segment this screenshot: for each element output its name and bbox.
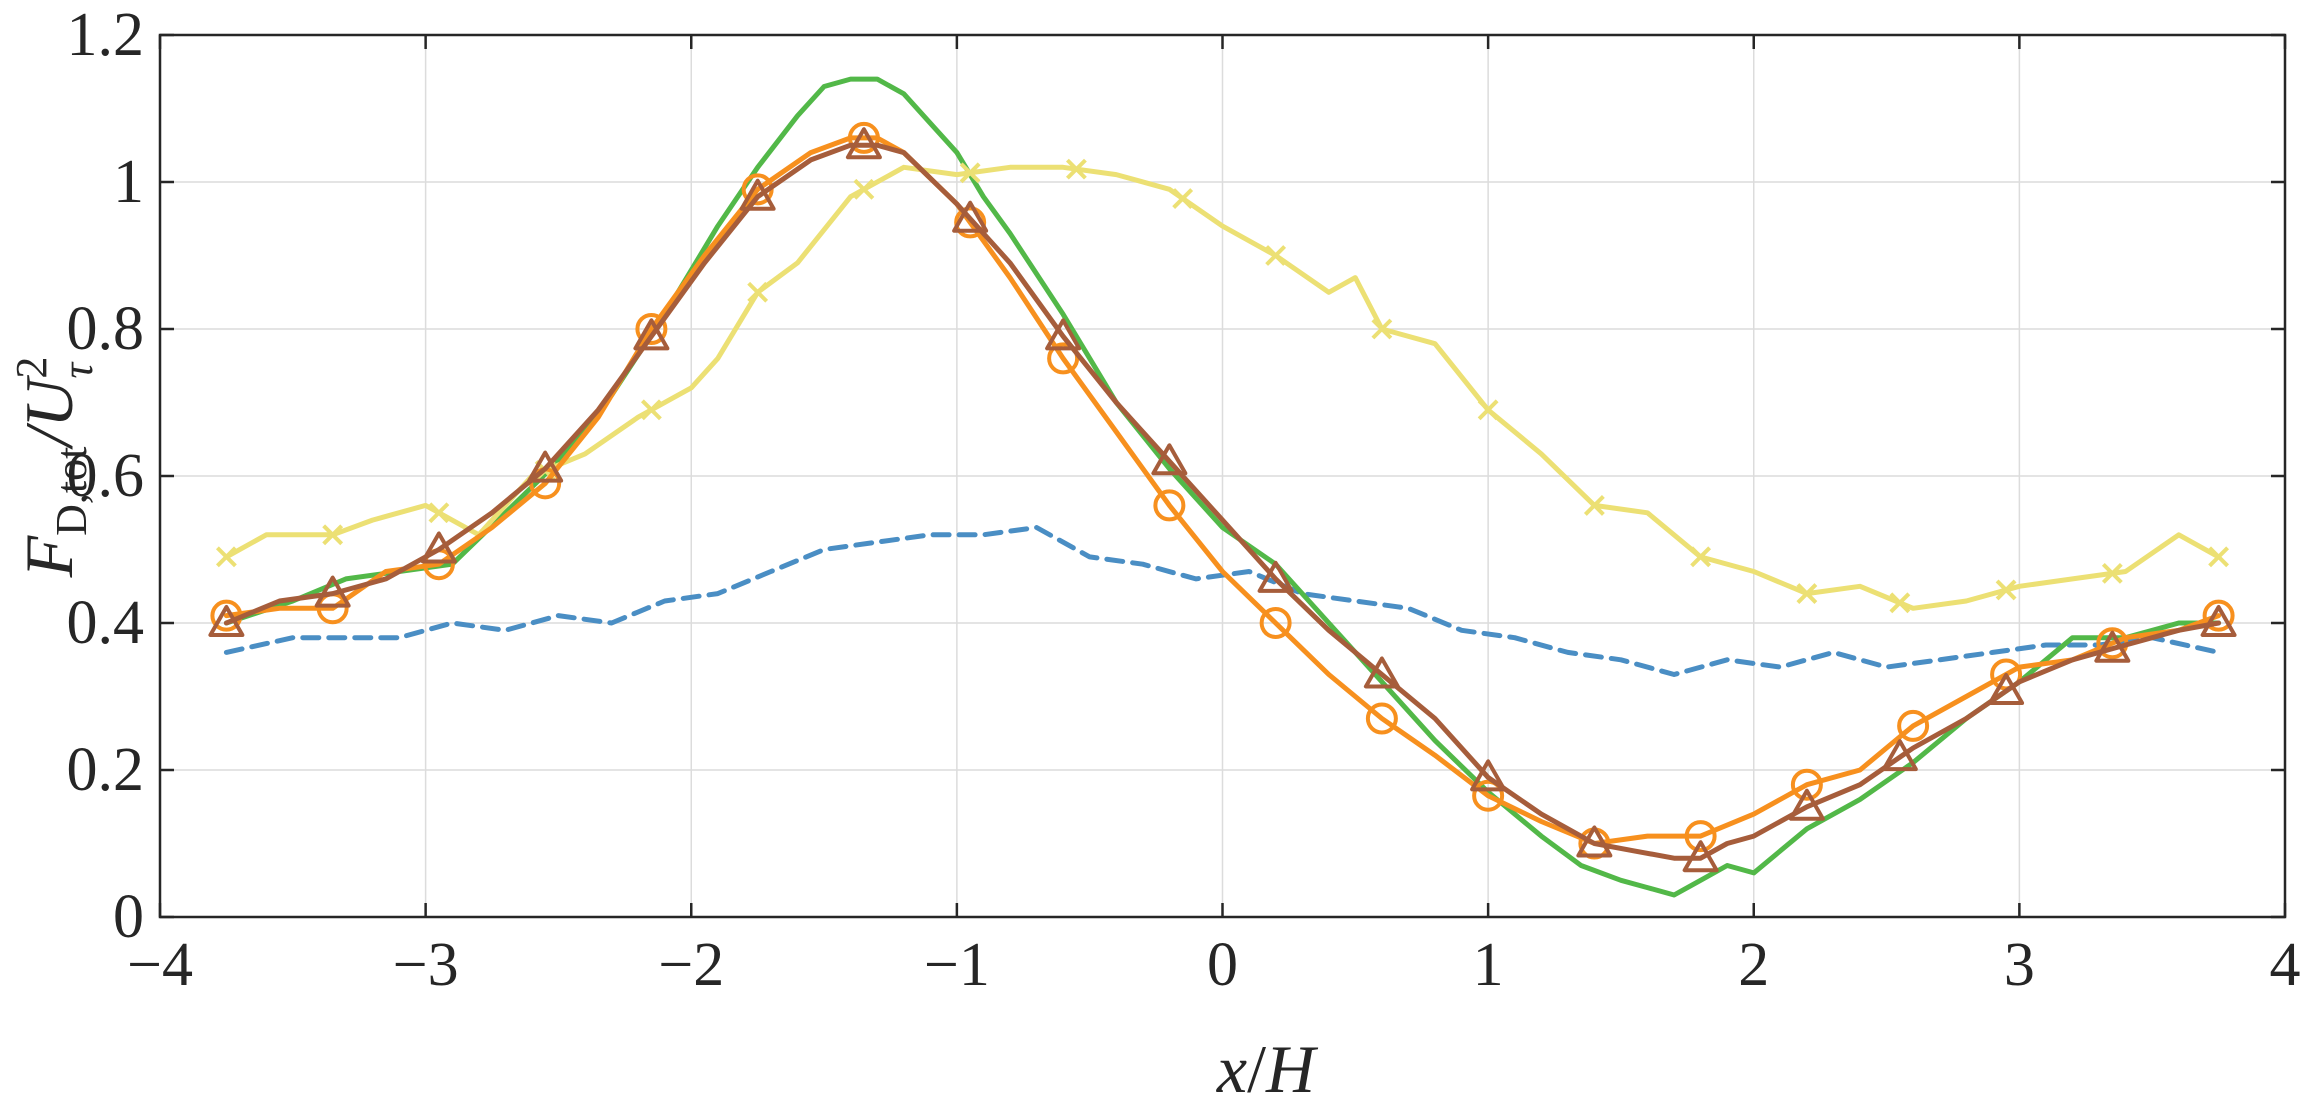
data-point-triangle [1576, 825, 1613, 858]
y-tick-label: 1 [113, 148, 144, 216]
data-point-circle [2202, 599, 2235, 632]
y-tick-label: 0.2 [67, 736, 145, 804]
x-axis-label: x/H [1216, 1031, 1319, 1103]
data-point-x [1583, 494, 1605, 516]
y-axis-label-f: F [11, 534, 87, 578]
data-point-x [853, 178, 875, 200]
x-axis-ticks: −4 −3 −2 −1 0 1 2 3 4 [127, 35, 2301, 999]
data-point-circle [1259, 607, 1292, 639]
data-point-triangle [1988, 672, 2025, 705]
data-point-x [1477, 399, 1499, 421]
data-point-circle [1897, 709, 1930, 742]
y-tick-label: 0.4 [67, 589, 145, 657]
data-point-circle [847, 121, 880, 154]
data-point-x [1796, 583, 1818, 605]
y-axis-label-sup: 2 [7, 357, 56, 379]
data-point-triangle [1470, 759, 1507, 792]
data-point-x [215, 546, 237, 568]
series-line-orange-circle [223, 135, 2222, 846]
data-point-triangle [314, 575, 351, 608]
x-tick-label: 0 [1207, 931, 1238, 999]
data-point-circle [954, 206, 987, 239]
data-point-triangle [633, 318, 670, 351]
data-point-circle [1472, 779, 1505, 812]
y-axis-label-tau: τ [53, 361, 102, 379]
data-point-triangle [1257, 560, 1294, 593]
data-point-circle [1153, 489, 1186, 522]
series-line-dashed-blue [223, 525, 2222, 677]
data-point-triangle [1881, 739, 1918, 772]
data-point-x [959, 162, 981, 184]
y-axis-label: FD,tot/U2τ [7, 357, 102, 579]
data-point-triangle [420, 531, 457, 564]
series-line-yellow-x [223, 164, 2222, 611]
data-point-triangle [845, 127, 882, 160]
y-axis-ticks: 0 0.2 0.4 0.6 0.8 1 1.2 [67, 1, 2285, 951]
data-point-triangle [2200, 605, 2237, 637]
x-axis-label-x: x [1216, 1031, 1247, 1103]
data-point-circle [1684, 820, 1717, 853]
series-brown-triangle [208, 127, 2237, 873]
series-dashed-blue [223, 525, 2222, 677]
x-tick-label: −2 [658, 931, 724, 999]
x-tick-label: −3 [393, 931, 459, 999]
data-point-x [1065, 158, 1087, 180]
data-point-x [322, 524, 344, 546]
data-point-triangle [1363, 656, 1400, 689]
data-point-x [1995, 579, 2017, 601]
series-line-brown-triangle [223, 142, 2222, 861]
data-point-triangle [1045, 318, 1082, 351]
x-tick-label: 4 [2270, 931, 2301, 999]
x-tick-label: 3 [2004, 931, 2035, 999]
x-tick-label: −4 [127, 931, 193, 999]
y-tick-label: 0.6 [67, 442, 145, 510]
x-tick-label: 2 [1738, 931, 1769, 999]
data-point-triangle [952, 200, 989, 233]
data-point-x [640, 399, 662, 421]
x-tick-label: 1 [1473, 931, 1504, 999]
data-point-triangle [1151, 443, 1188, 476]
data-point-triangle [1788, 788, 1825, 821]
data-point-circle [1365, 702, 1398, 735]
x-tick-label: −1 [924, 931, 990, 999]
y-axis-label-sub: D,tot [47, 447, 96, 536]
data-point-circle [1047, 342, 1080, 375]
data-point-x [2208, 546, 2230, 568]
y-tick-label: 0 [113, 883, 144, 951]
data-point-triangle [739, 178, 776, 211]
data-point-x [1690, 546, 1712, 568]
data-point-x [2101, 562, 2123, 584]
series-layer [208, 76, 2237, 898]
series-yellow-x [215, 158, 2230, 614]
data-point-triangle [208, 605, 245, 637]
data-point-triangle [527, 450, 564, 483]
data-point-circle [635, 313, 668, 345]
y-axis-label-slash-u: /U [11, 375, 87, 451]
data-point-x [747, 281, 769, 303]
data-point-triangle [2094, 630, 2131, 663]
data-point-x [428, 502, 450, 524]
data-point-x [1371, 318, 1393, 340]
y-tick-label: 0.8 [67, 295, 145, 363]
data-point-x [1889, 592, 1911, 614]
data-point-triangle [1682, 840, 1719, 873]
data-point-x [1265, 245, 1287, 266]
series-orange-circle [210, 121, 2235, 860]
data-point-x [1172, 188, 1194, 209]
grid-lines [159, 34, 2286, 918]
y-tick-label: 1.2 [67, 1, 145, 69]
x-axis-label-slash: / [1247, 1031, 1266, 1103]
x-axis-label-h: H [1265, 1031, 1319, 1103]
data-point-circle [1790, 768, 1823, 801]
